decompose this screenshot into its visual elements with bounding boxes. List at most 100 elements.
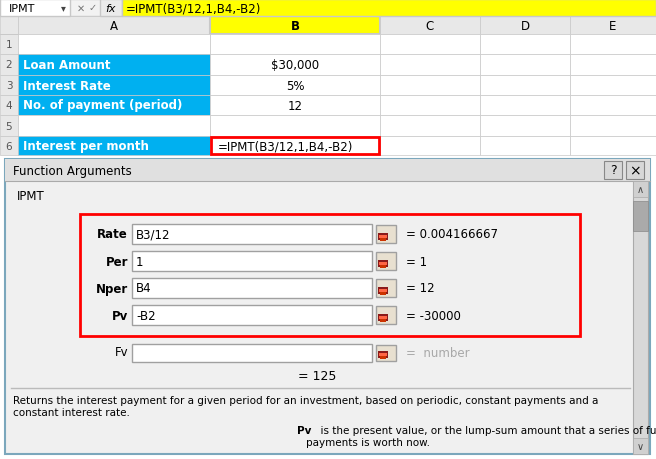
Bar: [210, 76, 380, 96]
Bar: [0, 76, 18, 96]
Bar: [378, 287, 388, 294]
Bar: [18, 96, 210, 116]
Bar: [0, 35, 18, 55]
Bar: [480, 96, 570, 116]
Bar: [210, 55, 380, 76]
Text: IPMT: IPMT: [17, 189, 45, 202]
Text: B3/12: B3/12: [136, 228, 171, 241]
Text: =IPMT(B3/12,1,B4,-B2): =IPMT(B3/12,1,B4,-B2): [126, 2, 261, 15]
Text: Interest per month: Interest per month: [23, 140, 149, 153]
Bar: [480, 55, 570, 76]
Bar: [380, 55, 480, 76]
Text: ∧: ∧: [637, 185, 644, 195]
Text: 12: 12: [287, 99, 302, 112]
Bar: [380, 264, 386, 269]
Bar: [210, 96, 380, 116]
Text: $30,000: $30,000: [271, 59, 319, 72]
Bar: [132, 344, 372, 362]
Text: E: E: [609, 19, 617, 33]
Bar: [570, 96, 656, 116]
Bar: [480, 116, 570, 137]
Text: 1: 1: [6, 40, 12, 50]
Text: Loan Amount: Loan Amount: [23, 59, 110, 72]
Text: -B2: -B2: [136, 309, 155, 322]
Bar: [122, 0, 656, 17]
Bar: [18, 35, 210, 55]
Text: C: C: [426, 19, 434, 33]
Bar: [376, 345, 396, 361]
Bar: [480, 35, 570, 55]
Bar: [570, 55, 656, 76]
Bar: [0, 96, 18, 116]
Bar: [378, 314, 388, 321]
Text: IPMT: IPMT: [9, 4, 35, 13]
Bar: [380, 291, 386, 295]
Bar: [376, 252, 396, 270]
Text: 6: 6: [6, 141, 12, 151]
Text: 4: 4: [6, 101, 12, 111]
Bar: [0, 0, 70, 17]
Bar: [132, 252, 372, 271]
Text: 2: 2: [6, 61, 12, 70]
Bar: [633, 438, 648, 454]
Text: is the present value, or the lump-sum amount that a series of future: is the present value, or the lump-sum am…: [314, 425, 656, 435]
Text: Rate: Rate: [97, 228, 128, 241]
Text: Per: Per: [106, 255, 128, 268]
Bar: [18, 17, 210, 35]
Text: B: B: [291, 19, 300, 33]
Text: 5: 5: [6, 121, 12, 131]
Bar: [0, 137, 18, 156]
Text: = 0.004166667: = 0.004166667: [406, 228, 498, 241]
Text: No. of payment (period): No. of payment (period): [23, 99, 182, 112]
Bar: [210, 35, 380, 55]
Bar: [604, 162, 622, 179]
Text: 1: 1: [136, 255, 144, 268]
Bar: [380, 137, 480, 156]
Bar: [378, 351, 388, 358]
Text: 3: 3: [6, 81, 12, 91]
Bar: [633, 202, 648, 231]
Bar: [380, 35, 480, 55]
Text: D: D: [520, 19, 529, 33]
Bar: [0, 116, 18, 137]
Bar: [570, 116, 656, 137]
Text: Fv: Fv: [114, 346, 128, 359]
Text: Interest Rate: Interest Rate: [23, 79, 111, 92]
Bar: [378, 234, 388, 241]
Bar: [633, 182, 648, 454]
Bar: [570, 76, 656, 96]
Text: =  number: = number: [406, 347, 470, 360]
Text: Pv: Pv: [112, 309, 128, 322]
Bar: [480, 137, 570, 156]
Bar: [80, 214, 580, 336]
Bar: [380, 76, 480, 96]
Bar: [210, 137, 380, 156]
Bar: [132, 224, 372, 245]
Text: ✕: ✕: [77, 4, 85, 13]
Text: constant interest rate.: constant interest rate.: [13, 407, 130, 417]
Bar: [380, 355, 386, 359]
Bar: [626, 162, 644, 179]
Bar: [210, 17, 380, 35]
Text: 5%: 5%: [286, 79, 304, 92]
Bar: [376, 280, 396, 297]
Bar: [380, 17, 480, 35]
Text: ∨: ∨: [637, 441, 644, 451]
Bar: [0, 55, 18, 76]
Bar: [570, 35, 656, 55]
Text: =IPMT(B3/12,1,B4,-B2): =IPMT(B3/12,1,B4,-B2): [218, 140, 354, 153]
Text: ×: ×: [629, 164, 641, 178]
Bar: [570, 17, 656, 35]
Text: = 1: = 1: [406, 255, 427, 268]
Text: Nper: Nper: [96, 282, 128, 295]
Bar: [100, 0, 122, 17]
Bar: [211, 138, 379, 155]
Bar: [376, 225, 396, 243]
Text: Function Arguments: Function Arguments: [13, 164, 132, 177]
Text: fx: fx: [106, 4, 116, 13]
Text: A: A: [110, 19, 118, 33]
Bar: [132, 279, 372, 298]
Bar: [379, 353, 387, 356]
Bar: [5, 160, 650, 182]
Bar: [380, 237, 386, 241]
